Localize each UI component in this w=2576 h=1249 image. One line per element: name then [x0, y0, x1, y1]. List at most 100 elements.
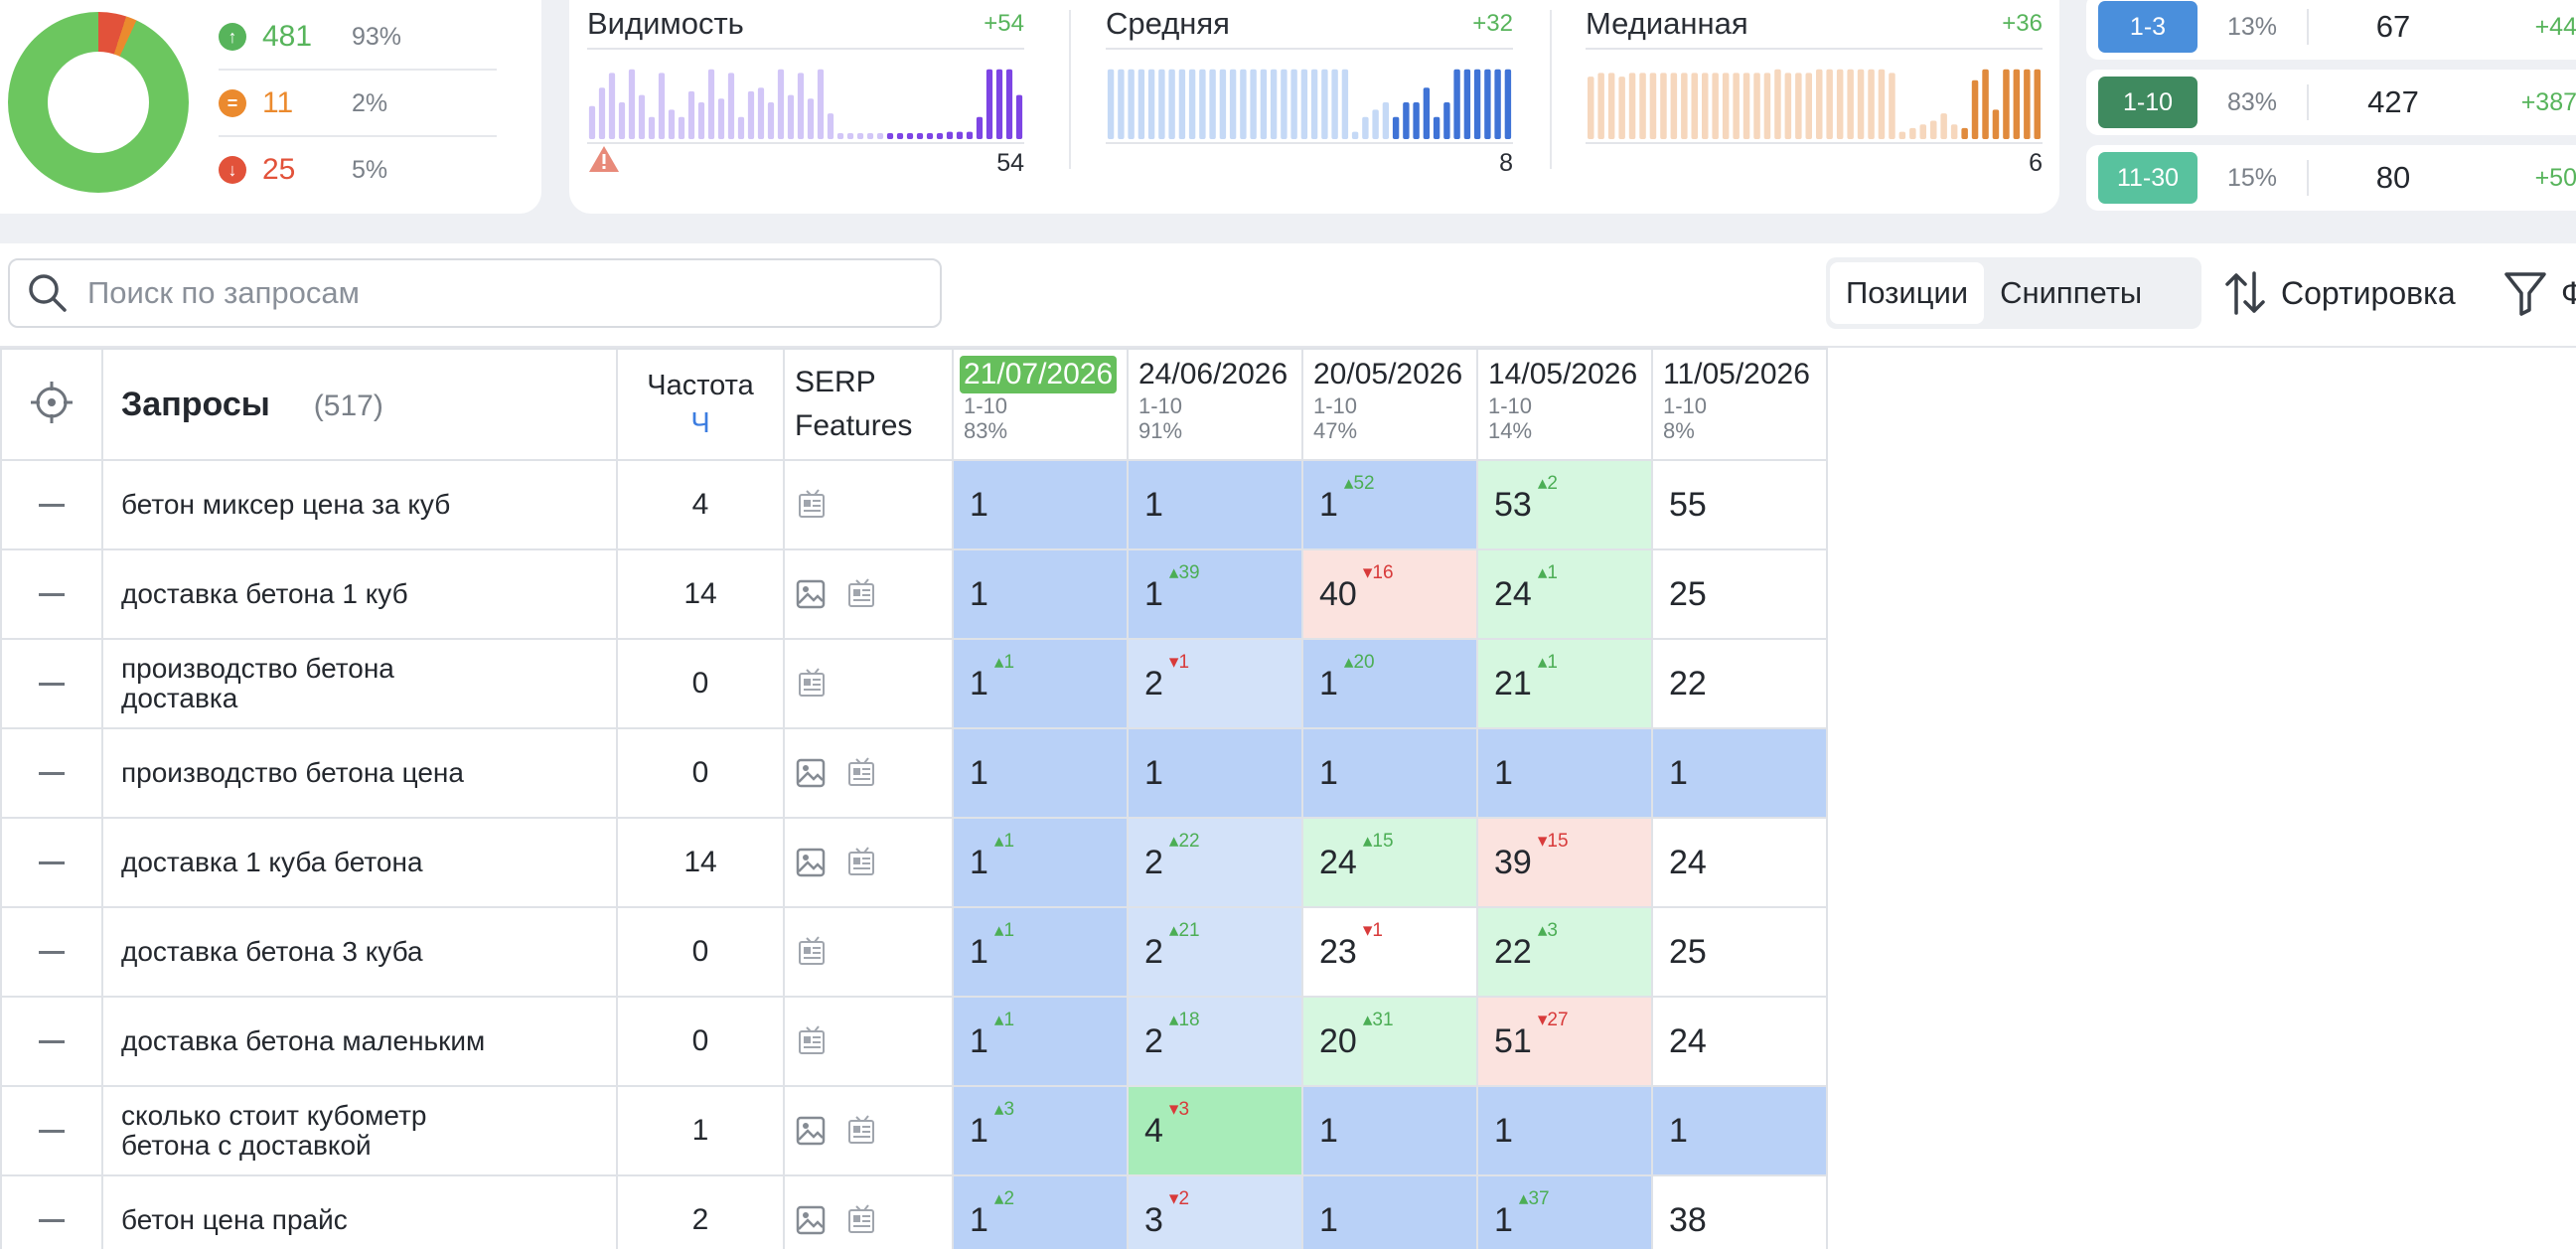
position-cell[interactable]: 1	[952, 548, 1129, 640]
range-row-1-10[interactable]: 1-10 83% 427 +387	[2086, 70, 2576, 135]
position-cell[interactable]: 51▾27	[1476, 996, 1653, 1087]
tab-positions[interactable]: Позиции	[1830, 262, 1985, 324]
date-column-header[interactable]: 11/05/2026 1-10 8%	[1651, 348, 1828, 461]
position-cell[interactable]: 1▴1	[952, 638, 1129, 729]
position-cell[interactable]: 1	[1476, 727, 1653, 819]
position-cell[interactable]: 1▴1	[952, 996, 1129, 1087]
position-cell[interactable]: 24▴1	[1476, 548, 1653, 640]
metric-visibility[interactable]: Видимость +54 54	[587, 0, 1024, 177]
position-cell[interactable]: 24	[1651, 817, 1828, 908]
minus-icon[interactable]	[39, 771, 65, 775]
date-column-header[interactable]: 14/05/2026 1-10 14%	[1476, 348, 1653, 461]
query-cell[interactable]: производство бетона цена	[101, 727, 618, 819]
query-cell[interactable]: доставка бетона маленьким	[101, 996, 618, 1087]
position-cell[interactable]: 1	[1301, 727, 1478, 819]
row-select-cell[interactable]	[0, 638, 103, 729]
select-column-header[interactable]	[0, 348, 103, 461]
position-cell[interactable]: 1▴1	[952, 906, 1129, 998]
minus-icon[interactable]	[39, 682, 65, 686]
stat-up[interactable]: ↑ 481 93%	[219, 5, 497, 71]
position-cell[interactable]: 2▴22	[1127, 817, 1303, 908]
row-select-cell[interactable]	[0, 459, 103, 550]
tab-snippets[interactable]: Сниппеты	[2000, 275, 2143, 310]
minus-icon[interactable]	[39, 503, 65, 507]
query-cell[interactable]: доставка 1 куба бетона	[101, 817, 618, 908]
position-cell[interactable]: 24▴15	[1301, 817, 1478, 908]
position-cell[interactable]: 1▴20	[1301, 638, 1478, 729]
query-cell[interactable]: доставка бетона 1 куб	[101, 548, 618, 640]
row-select-cell[interactable]	[0, 906, 103, 998]
table-row[interactable]: производство бетона цена 0 1 1 1 1 1	[0, 727, 1828, 819]
minus-icon[interactable]	[39, 1218, 65, 1222]
table-row[interactable]: бетон цена прайс 2 1▴2 3▾2 1 1▴37 38	[0, 1174, 1828, 1249]
metric-average[interactable]: Средняя +32 8	[1106, 0, 1513, 177]
queries-column-header[interactable]: Запросы (517)	[101, 348, 618, 461]
row-select-cell[interactable]	[0, 548, 103, 640]
row-select-cell[interactable]	[0, 817, 103, 908]
position-cell[interactable]: 38	[1651, 1174, 1828, 1249]
table-row[interactable]: производство бетона доставка 0 1▴1 2▾1 1▴20 21…	[0, 638, 1828, 729]
table-row[interactable]: доставка бетона 1 куб 14 1 1▴39 40▾16 24▴1 25	[0, 548, 1828, 640]
position-cell[interactable]: 25	[1651, 906, 1828, 998]
position-cell[interactable]: 2▾1	[1127, 638, 1303, 729]
query-cell[interactable]: сколько стоит кубометр бетона с доставкой	[101, 1085, 618, 1176]
position-cell[interactable]: 1▴1	[952, 817, 1129, 908]
search-input[interactable]	[87, 275, 882, 311]
position-cell[interactable]: 53▴2	[1476, 459, 1653, 550]
position-cell[interactable]: 1▴3	[952, 1085, 1129, 1176]
serp-features-column-header[interactable]: SERP Features	[783, 348, 954, 461]
position-cell[interactable]: 1	[952, 727, 1129, 819]
position-cell[interactable]: 1	[1127, 727, 1303, 819]
frequency-type[interactable]: Ч	[690, 407, 710, 439]
position-cell[interactable]: 25	[1651, 548, 1828, 640]
stat-same[interactable]: = 11 2%	[219, 72, 497, 137]
metric-median[interactable]: Медианная +36 6	[1586, 0, 2043, 177]
position-cell[interactable]: 1	[1476, 1085, 1653, 1176]
query-cell[interactable]: доставка бетона 3 куба	[101, 906, 618, 998]
minus-icon[interactable]	[39, 1039, 65, 1043]
warning-icon[interactable]	[587, 144, 621, 174]
query-cell[interactable]: производство бетона доставка	[101, 638, 618, 729]
position-cell[interactable]: 2▴18	[1127, 996, 1303, 1087]
position-cell[interactable]: 3▾2	[1127, 1174, 1303, 1249]
position-cell[interactable]: 20▴31	[1301, 996, 1478, 1087]
position-cell[interactable]: 1	[1127, 459, 1303, 550]
position-cell[interactable]: 1	[1301, 1085, 1478, 1176]
position-cell[interactable]: 39▾15	[1476, 817, 1653, 908]
range-row-11-30[interactable]: 11-30 15% 80 +50	[2086, 145, 2576, 211]
position-cell[interactable]: 1	[1651, 1085, 1828, 1176]
position-cell[interactable]: 55	[1651, 459, 1828, 550]
search-box[interactable]	[8, 258, 942, 328]
frequency-column-header[interactable]: Частота Ч	[616, 348, 785, 461]
position-cell[interactable]: 21▴1	[1476, 638, 1653, 729]
position-cell[interactable]: 1	[952, 459, 1129, 550]
position-cell[interactable]: 4▾3	[1127, 1085, 1303, 1176]
filter-button[interactable]: Ф	[2503, 257, 2576, 329]
position-cell[interactable]: 24	[1651, 996, 1828, 1087]
date-column-header[interactable]: 20/05/2026 1-10 47%	[1301, 348, 1478, 461]
date-column-header[interactable]: 21/07/2026 1-10 83%	[952, 348, 1129, 461]
query-cell[interactable]: бетон цена прайс	[101, 1174, 618, 1249]
position-cell[interactable]: 2▴21	[1127, 906, 1303, 998]
row-select-cell[interactable]	[0, 727, 103, 819]
position-cell[interactable]: 1▴37	[1476, 1174, 1653, 1249]
minus-icon[interactable]	[39, 950, 65, 954]
query-cell[interactable]: бетон миксер цена за куб	[101, 459, 618, 550]
position-cell[interactable]: 1▴52	[1301, 459, 1478, 550]
table-row[interactable]: сколько стоит кубометр бетона с доставкой…	[0, 1085, 1828, 1176]
position-cell[interactable]: 1▴2	[952, 1174, 1129, 1249]
table-row[interactable]: бетон миксер цена за куб 4 1 1 1▴52 53▴2 55	[0, 459, 1828, 550]
minus-icon[interactable]	[39, 860, 65, 864]
minus-icon[interactable]	[39, 592, 65, 596]
position-cell[interactable]: 1	[1651, 727, 1828, 819]
position-cell[interactable]: 40▾16	[1301, 548, 1478, 640]
range-row-1-3[interactable]: 1-3 13% 67 +44	[2086, 0, 2576, 60]
row-select-cell[interactable]	[0, 1085, 103, 1176]
row-select-cell[interactable]	[0, 996, 103, 1087]
position-cell[interactable]: 1	[1301, 1174, 1478, 1249]
stat-down[interactable]: ↓ 25 5%	[219, 137, 497, 203]
position-cell[interactable]: 22▴3	[1476, 906, 1653, 998]
table-row[interactable]: доставка бетона 3 куба 0 1▴1 2▴21 23▾1 22▴3 25	[0, 906, 1828, 998]
row-select-cell[interactable]	[0, 1174, 103, 1249]
table-row[interactable]: доставка 1 куба бетона 14 1▴1 2▴22 24▴15 39▾1…	[0, 817, 1828, 908]
